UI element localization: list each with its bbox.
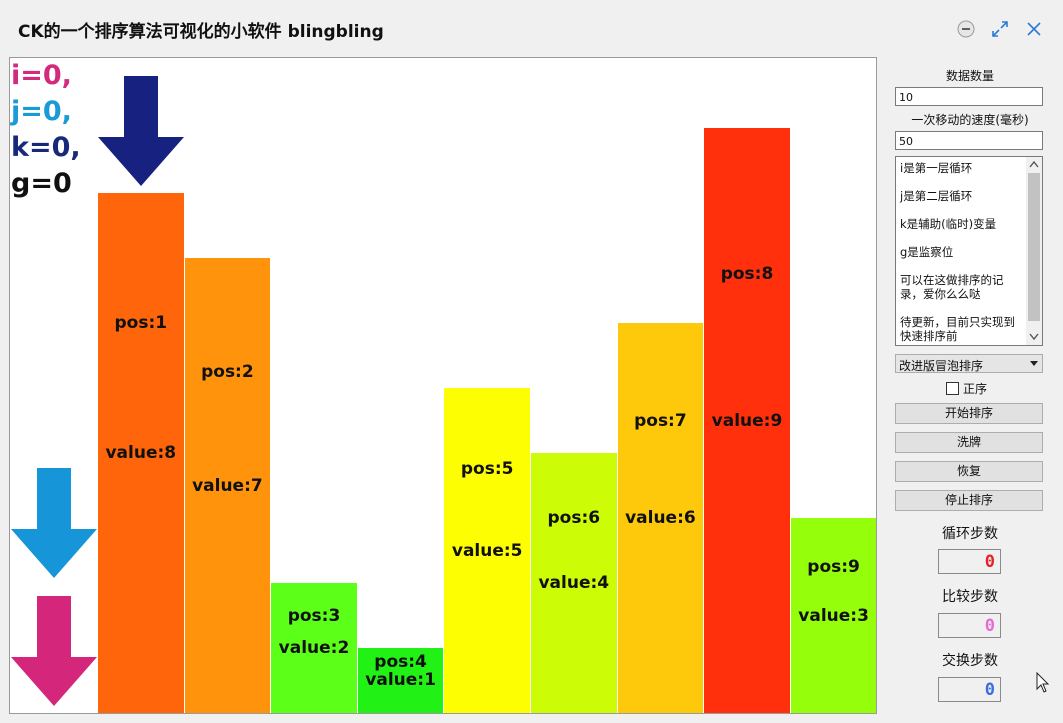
note-line: i是第一层循环 [900, 161, 973, 175]
data-count-input[interactable]: 10 [895, 87, 1043, 106]
maximize-icon[interactable] [990, 19, 1010, 39]
sort-bar: pos:7 value:6 [616, 323, 704, 713]
bar-value-label: value:6 [625, 508, 696, 528]
variable-g-label: g=0 [11, 168, 72, 199]
speed-input[interactable]: 50 [895, 131, 1043, 150]
restore-button[interactable]: 恢复 [895, 461, 1043, 482]
notes-scrollbar[interactable] [1026, 157, 1042, 345]
scroll-thumb[interactable] [1028, 173, 1040, 321]
window-title: CK的一个排序算法可视化的小软件 blingbling [18, 22, 384, 42]
note-line: g是监察位 [900, 245, 954, 259]
algorithm-select-value: 改进版冒泡排序 [899, 359, 984, 373]
scroll-down-icon[interactable] [1029, 333, 1039, 341]
bar-value-label: value:5 [451, 540, 523, 561]
title-bar: CK的一个排序算法可视化的小软件 blingbling [0, 0, 1063, 56]
note-line: 待更新，目前只实现到快速排序前 [900, 315, 1015, 343]
sort-bar: pos:1 value:8 [97, 193, 184, 713]
start-sort-button[interactable]: 开始排序 [895, 403, 1043, 424]
loop-steps-value: 0 [984, 552, 995, 572]
bar-value-label: value:2 [278, 638, 350, 658]
compare-steps-label: 比较步数 [942, 589, 998, 605]
sort-bar: pos:4 value:1 [356, 648, 444, 713]
swap-steps-value: 0 [984, 680, 995, 700]
sort-bar: pos:2 value:7 [183, 258, 271, 713]
bar-position-label: pos:8 [720, 264, 774, 285]
stop-sort-button[interactable]: 停止排序 [895, 490, 1043, 511]
variable-k-label: k=0, [11, 132, 81, 163]
bar-position-label: pos:2 [201, 361, 254, 382]
variable-i-label: i=0, [11, 60, 72, 91]
bar-position-label: pos:3 [287, 605, 341, 626]
scroll-up-icon[interactable] [1029, 160, 1039, 168]
j-pointer-arrow-icon [11, 468, 97, 578]
k-pointer-arrow-icon [98, 76, 184, 186]
data-count-label: 数据数量 [945, 69, 994, 83]
mouse-pointer-icon [1036, 672, 1050, 693]
bar-value-label: value:3 [798, 605, 869, 626]
bar-position-label: pos:9 [807, 556, 860, 577]
bar-value-label: value:1 [365, 670, 436, 690]
bar-position-label: pos:5 [460, 459, 514, 480]
ascending-label: 正序 [963, 382, 988, 396]
sort-bar: pos:8 value:9 [703, 128, 790, 713]
shuffle-button[interactable]: 洗牌 [895, 432, 1043, 453]
speed-label: 一次移动的速度(毫秒) [911, 113, 1029, 127]
compare-steps-display: 0 [938, 613, 1001, 638]
algorithm-select[interactable]: 改进版冒泡排序 [895, 354, 1043, 373]
sort-canvas: pos:1 value:8 pos:2 value:7 pos:3 value:2 pos:… [9, 57, 877, 714]
bar-value-label: value:8 [105, 443, 177, 463]
checkbox-box[interactable] [946, 382, 959, 395]
variable-j-label: j=0, [11, 96, 72, 127]
bar-position-label: pos:1 [114, 313, 168, 333]
chevron-down-icon [1030, 361, 1038, 366]
close-icon[interactable] [1024, 19, 1044, 39]
note-line: 可以在这做排序的记录，爱你么么哒 [900, 273, 1004, 301]
sort-bar: pos:5 value:5 [443, 388, 530, 713]
bar-value-label: value:9 [711, 410, 783, 431]
loop-steps-label: 循环步数 [942, 526, 998, 542]
compare-steps-value: 0 [984, 616, 995, 636]
sort-bar: pos:6 value:4 [530, 453, 617, 713]
minimize-icon[interactable] [956, 19, 976, 39]
note-line: k是辅助(临时)变量 [900, 217, 997, 231]
notes-textarea[interactable]: i是第一层循环 j是第二层循环 k是辅助(临时)变量 g是监察位 可以在这做排序… [895, 156, 1043, 346]
sort-bar: pos:3 value:2 [270, 583, 357, 713]
control-panel: 数据数量 10 一次移动的速度(毫秒) 50 i是第一层循环 j是第二层循环 k… [884, 56, 1056, 723]
bar-position-label: pos:6 [547, 508, 601, 528]
loop-steps-display: 0 [938, 549, 1001, 574]
sort-bar: pos:9 value:3 [789, 518, 876, 713]
note-line: j是第二层循环 [900, 189, 973, 203]
bar-position-label: pos:7 [634, 410, 687, 431]
swap-steps-display: 0 [938, 677, 1001, 702]
i-pointer-arrow-icon [11, 596, 97, 706]
bar-value-label: value:7 [192, 475, 263, 496]
swap-steps-label: 交换步数 [942, 653, 998, 669]
bar-value-label: value:4 [538, 573, 610, 593]
bar-position-label: pos:4 [374, 652, 427, 672]
